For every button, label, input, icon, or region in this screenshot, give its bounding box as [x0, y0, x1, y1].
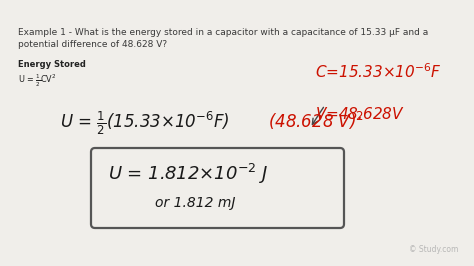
FancyBboxPatch shape — [91, 148, 344, 228]
Text: Example 1 - What is the energy stored in a capacitor with a capacitance of 15.33: Example 1 - What is the energy stored in… — [18, 28, 428, 37]
Text: $\mathit{C}$=15.33$\times$10$^{-6}$F: $\mathit{C}$=15.33$\times$10$^{-6}$F — [315, 62, 442, 81]
Text: $\mathit{U}$ = $\frac{1}{2}$(15.33$\times$10$^{-6}$F): $\mathit{U}$ = $\frac{1}{2}$(15.33$\time… — [60, 110, 229, 138]
Text: U = $\frac{1}{2}$CV$^2$: U = $\frac{1}{2}$CV$^2$ — [18, 73, 56, 89]
Text: $\mathit{V}$=48.628V: $\mathit{V}$=48.628V — [315, 106, 405, 122]
Text: $\mathit{U}$ = 1.812$\times$10$^{-2}$ J: $\mathit{U}$ = 1.812$\times$10$^{-2}$ J — [108, 162, 269, 186]
Text: potential difference of 48.628 V?: potential difference of 48.628 V? — [18, 40, 167, 49]
Text: Energy Stored: Energy Stored — [18, 60, 86, 69]
Text: or 1.812 mJ: or 1.812 mJ — [155, 196, 236, 210]
Text: © Study.com: © Study.com — [409, 245, 458, 254]
Text: (48.628 V)$^{2}$: (48.628 V)$^{2}$ — [268, 110, 364, 132]
